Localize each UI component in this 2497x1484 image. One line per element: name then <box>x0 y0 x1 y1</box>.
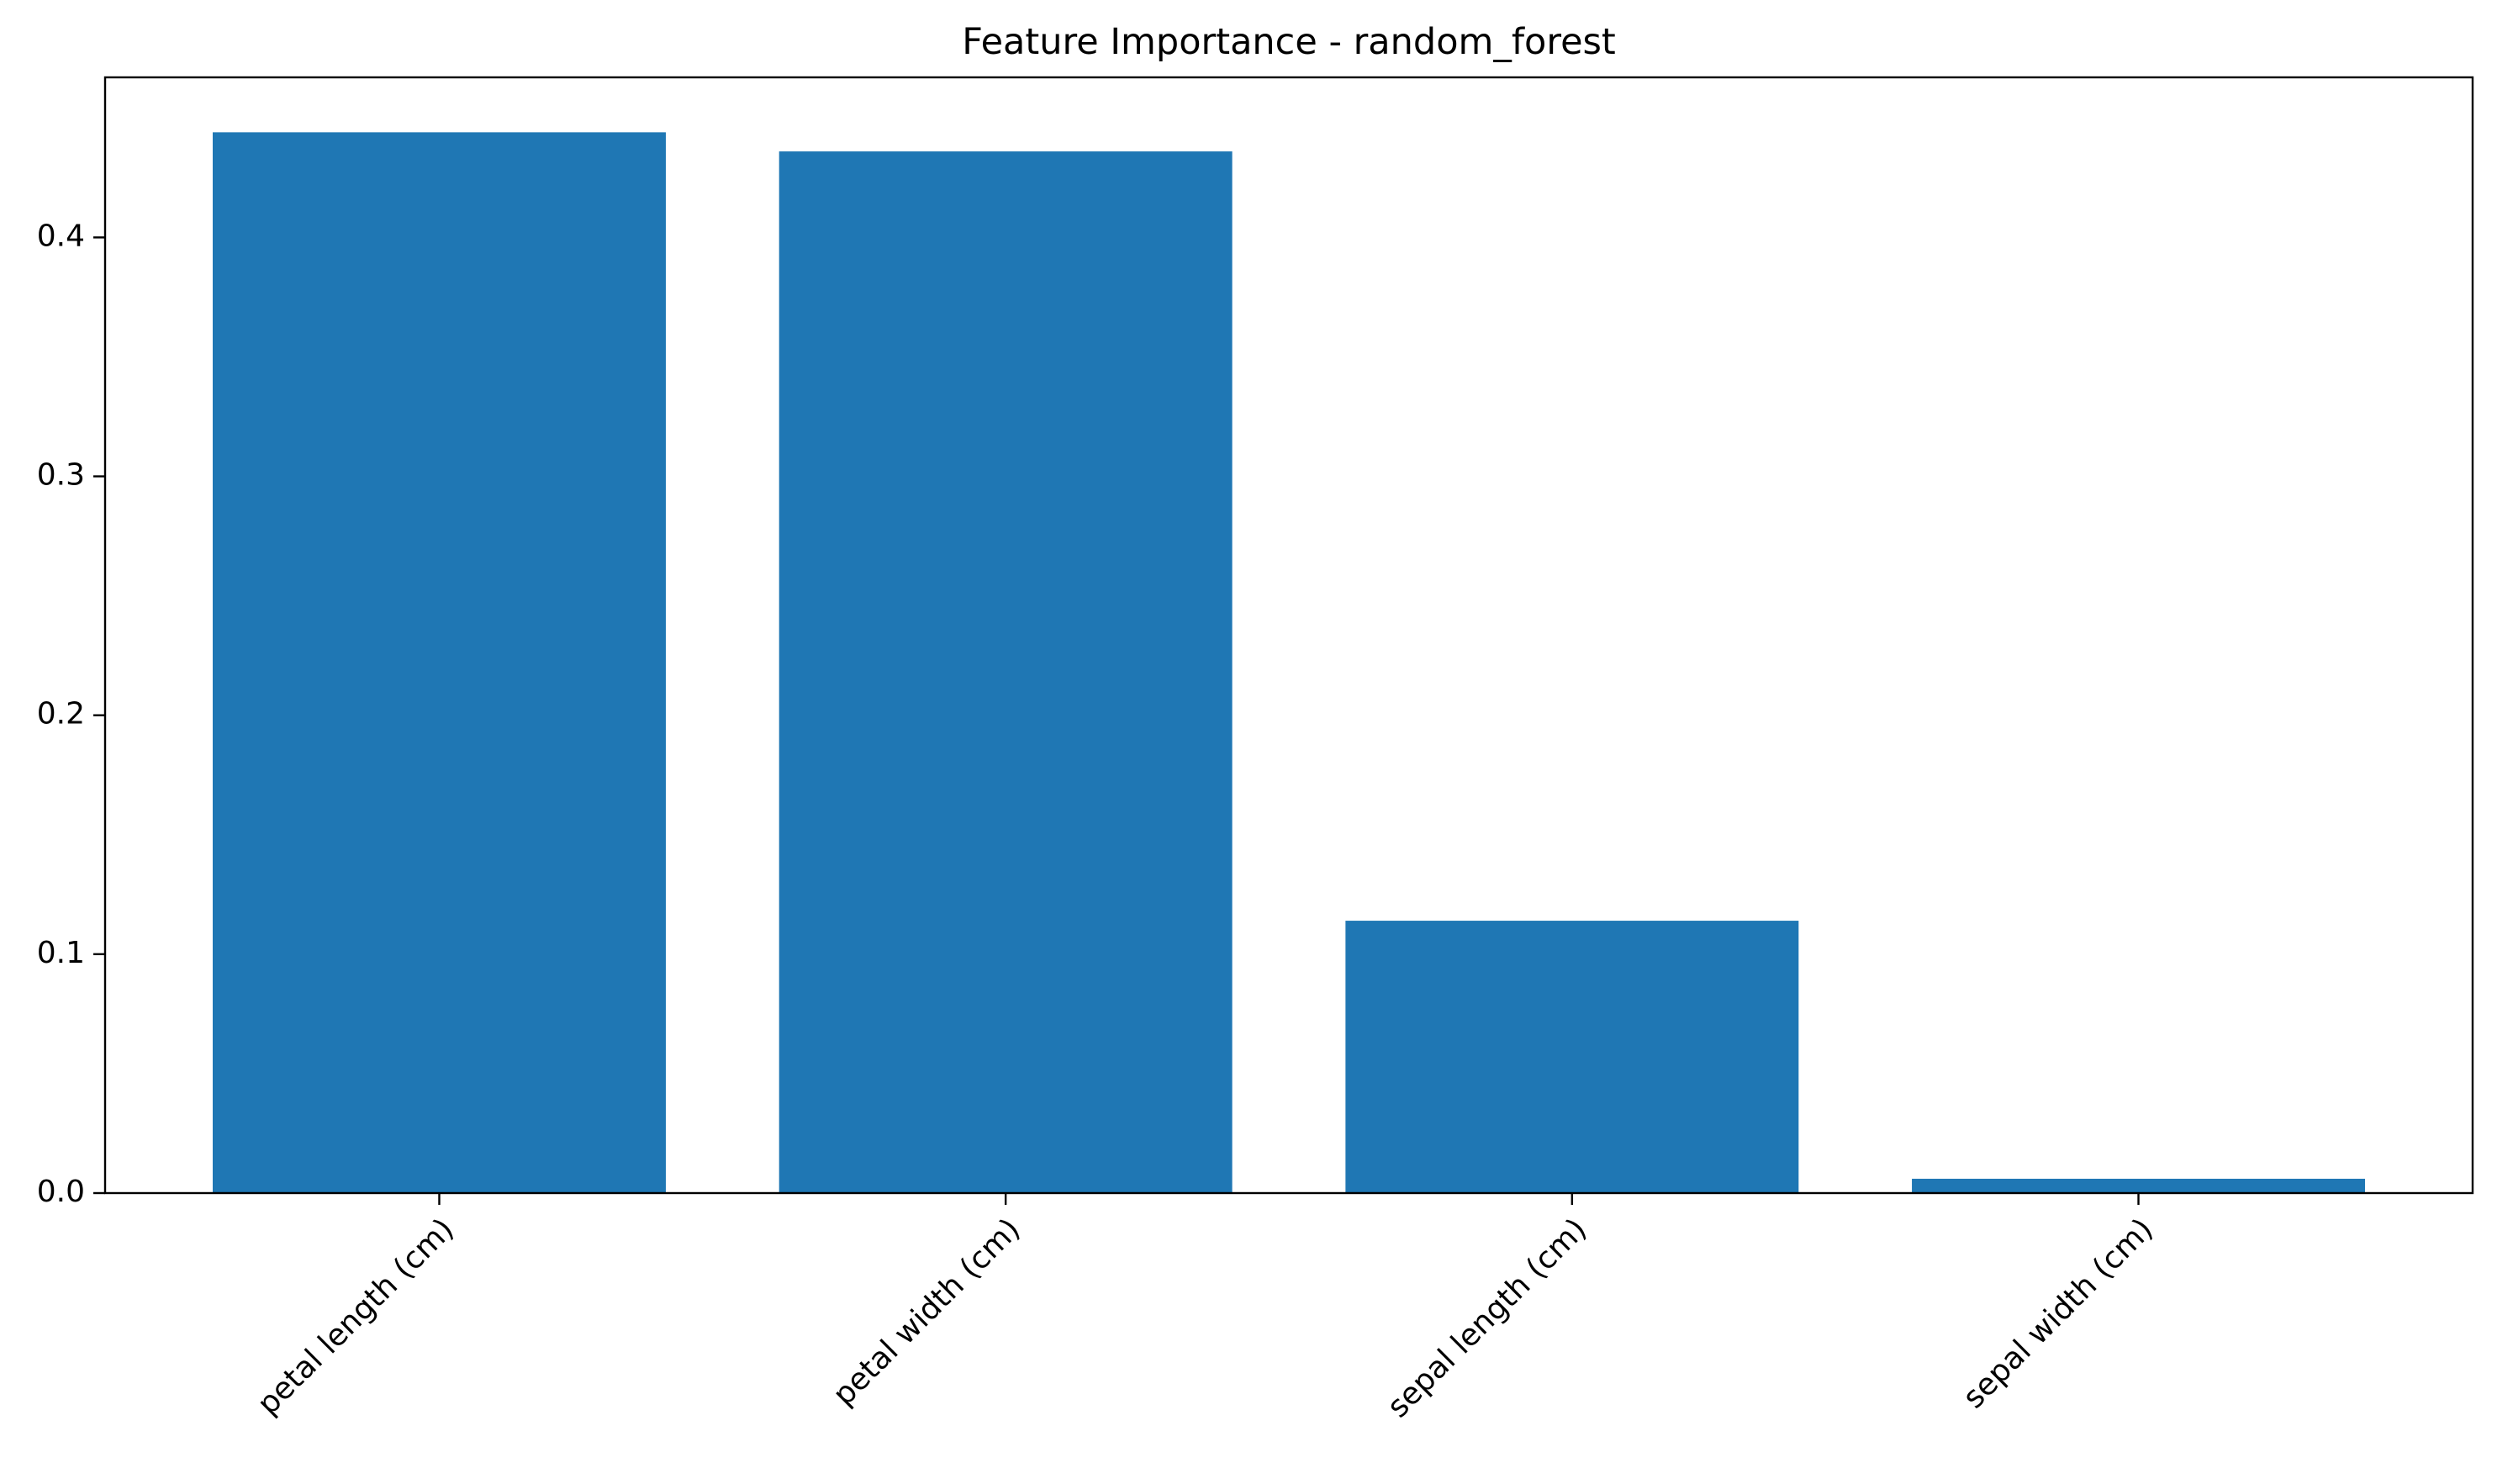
x-axis: petal length (cm) petal width (cm) sepal l… <box>251 1193 2160 1424</box>
y-tick-label: 0.0 <box>37 1175 85 1209</box>
y-axis: 0.0 0.1 0.2 0.3 0.4 <box>37 219 105 1209</box>
bar-petal-length-cm <box>213 132 666 1193</box>
bar-sepal-width-cm <box>1912 1178 2365 1193</box>
bar-sepal-length-cm <box>1345 921 1799 1193</box>
bars-layer <box>213 132 2365 1194</box>
x-tick-label: petal width (cm) <box>826 1212 1027 1412</box>
y-tick-label: 0.1 <box>37 936 85 970</box>
x-tick-label: sepal length (cm) <box>1381 1212 1594 1424</box>
plot-frame <box>103 76 2474 1195</box>
chart-title: Feature Importance - random_forest <box>962 21 1616 63</box>
y-tick-label: 0.4 <box>37 219 85 253</box>
y-tick-label: 0.3 <box>37 458 85 493</box>
x-tick-label: petal length (cm) <box>251 1212 460 1421</box>
x-tick-label: sepal width (cm) <box>1956 1212 2160 1415</box>
y-tick-label: 0.2 <box>37 697 85 731</box>
bar-petal-width-cm <box>779 151 1233 1194</box>
